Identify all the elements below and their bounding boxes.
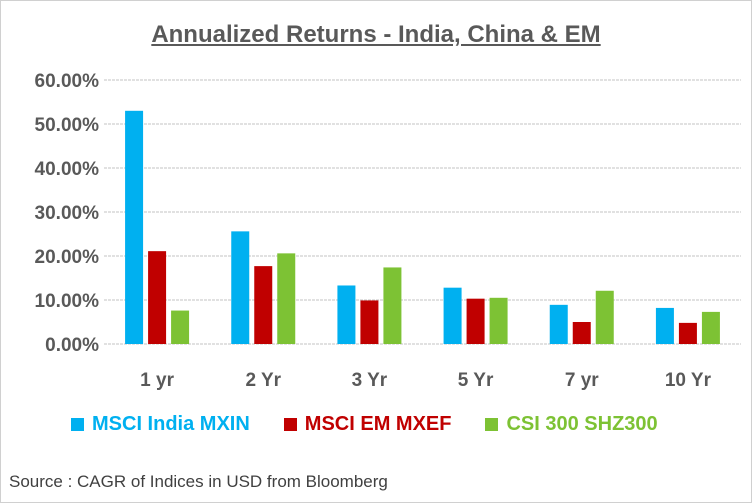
bar-msci-india-mxin xyxy=(125,110,144,344)
chart-title: Annualized Returns - India, China & EM xyxy=(151,21,601,48)
legend-label: CSI 300 SHZ300 xyxy=(506,413,658,435)
bar-msci-india-mxin xyxy=(337,285,356,344)
x-tick-label: 7 yr xyxy=(565,370,599,391)
bar-csi-300-shz300 xyxy=(277,253,296,344)
bar-msci-em-mxef xyxy=(148,251,167,344)
bar-csi-300-shz300 xyxy=(171,310,190,344)
y-tick-label: 50.00% xyxy=(35,115,100,136)
y-tick-label: 60.00% xyxy=(35,71,100,92)
source-note: Source : CAGR of Indices in USD from Blo… xyxy=(9,472,388,491)
bar-msci-em-mxef xyxy=(254,266,273,344)
legend-item: CSI 300 SHZ300 xyxy=(485,413,658,436)
x-tick-label: 5 Yr xyxy=(458,370,494,391)
legend-label: MSCI EM MXEF xyxy=(304,413,452,435)
x-tick-label: 10 Yr xyxy=(665,370,712,391)
y-tick-label: 10.00% xyxy=(35,291,100,312)
y-tick-label: 40.00% xyxy=(35,159,100,180)
legend-item: MSCI India MXIN xyxy=(71,413,250,436)
legend-item: MSCI EM MXEF xyxy=(283,413,452,436)
bar-msci-india-mxin xyxy=(443,287,462,344)
bar-msci-em-mxef xyxy=(678,322,697,344)
legend-swatch xyxy=(485,418,499,431)
bar-msci-india-mxin xyxy=(549,304,568,344)
y-tick-label: 0.00% xyxy=(45,335,99,356)
bar-csi-300-shz300 xyxy=(701,311,720,344)
legend-swatch xyxy=(283,418,297,431)
y-tick-label: 20.00% xyxy=(35,247,100,268)
bar-csi-300-shz300 xyxy=(595,290,614,344)
bar-msci-em-mxef xyxy=(466,298,485,344)
bar-csi-300-shz300 xyxy=(383,267,402,344)
bar-msci-em-mxef xyxy=(360,300,379,344)
legend-swatch xyxy=(71,418,84,431)
x-tick-label: 1 yr xyxy=(140,370,174,391)
bar-msci-india-mxin xyxy=(231,231,250,344)
bar-msci-india-mxin xyxy=(655,307,674,344)
plot-area: 0.00% 10.00% 20.00% 30.00% 40.00% 50.00% 60.00… xyxy=(35,71,741,391)
legend: MSCI India MXIN MSCI EM MXEF CSI 300 SHZ30… xyxy=(71,413,658,436)
bar-csi-300-shz300 xyxy=(489,297,508,344)
x-tick-label: 3 Yr xyxy=(352,370,388,391)
bar-msci-em-mxef xyxy=(572,322,591,344)
x-tick-label: 2 Yr xyxy=(245,370,281,391)
legend-label: MSCI India MXIN xyxy=(92,413,250,435)
y-tick-label: 30.00% xyxy=(35,203,100,224)
